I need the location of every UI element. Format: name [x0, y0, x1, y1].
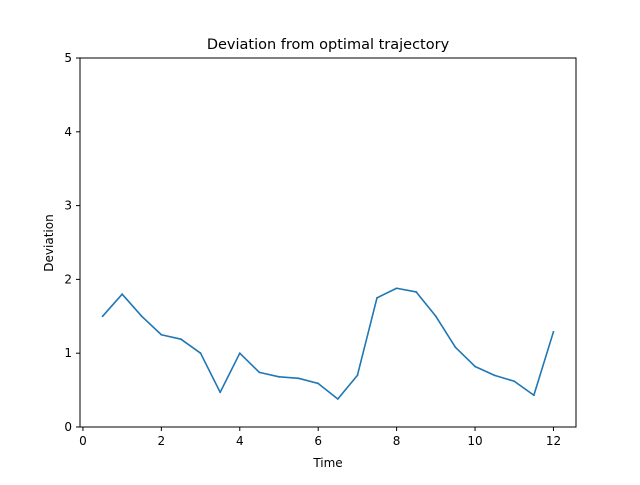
x-tick-label: 6 — [314, 434, 322, 448]
x-tick-label: 10 — [467, 434, 482, 448]
data-point — [258, 371, 261, 374]
data-point — [493, 374, 496, 377]
data-point — [199, 352, 202, 355]
x-axis: 0 2 4 6 8 10 12 — [79, 427, 561, 448]
y-tick-label: 3 — [64, 199, 72, 213]
y-tick-label: 4 — [64, 125, 72, 139]
data-point — [140, 315, 143, 318]
series-line — [101, 287, 555, 400]
data-point — [434, 315, 437, 318]
y-axis: 0 1 2 3 4 5 — [64, 51, 80, 434]
x-axis-label: Time — [312, 456, 342, 470]
plot-area — [101, 287, 555, 400]
x-tick-label: 2 — [158, 434, 166, 448]
plot-frame — [79, 57, 577, 428]
data-point — [297, 377, 300, 380]
data-point — [376, 296, 378, 299]
data-point — [395, 287, 398, 290]
chart-title: Deviation from optimal trajectory — [207, 37, 450, 53]
x-tick-label: 12 — [546, 434, 561, 448]
data-point — [356, 374, 359, 377]
y-tick-label: 1 — [64, 346, 72, 360]
data-point — [317, 382, 320, 385]
data-point — [121, 293, 124, 296]
y-tick-label: 0 — [64, 420, 72, 434]
data-point — [180, 338, 182, 341]
data-point — [513, 380, 516, 383]
data-point — [474, 365, 476, 368]
x-tick-label: 8 — [393, 434, 401, 448]
data-point — [454, 346, 457, 349]
x-tick-label: 4 — [236, 434, 244, 448]
data-point — [101, 315, 104, 318]
y-tick-label: 2 — [64, 272, 72, 286]
x-tick-label: 0 — [79, 434, 87, 448]
data-point — [278, 375, 280, 378]
data-point — [552, 330, 555, 333]
data-point — [415, 291, 418, 293]
data-point — [219, 391, 222, 394]
data-point — [238, 352, 241, 355]
y-tick-label: 5 — [64, 51, 72, 65]
data-point — [532, 394, 535, 397]
data-point — [336, 398, 339, 400]
data-point — [160, 333, 163, 336]
y-axis-label: Deviation — [42, 214, 56, 271]
